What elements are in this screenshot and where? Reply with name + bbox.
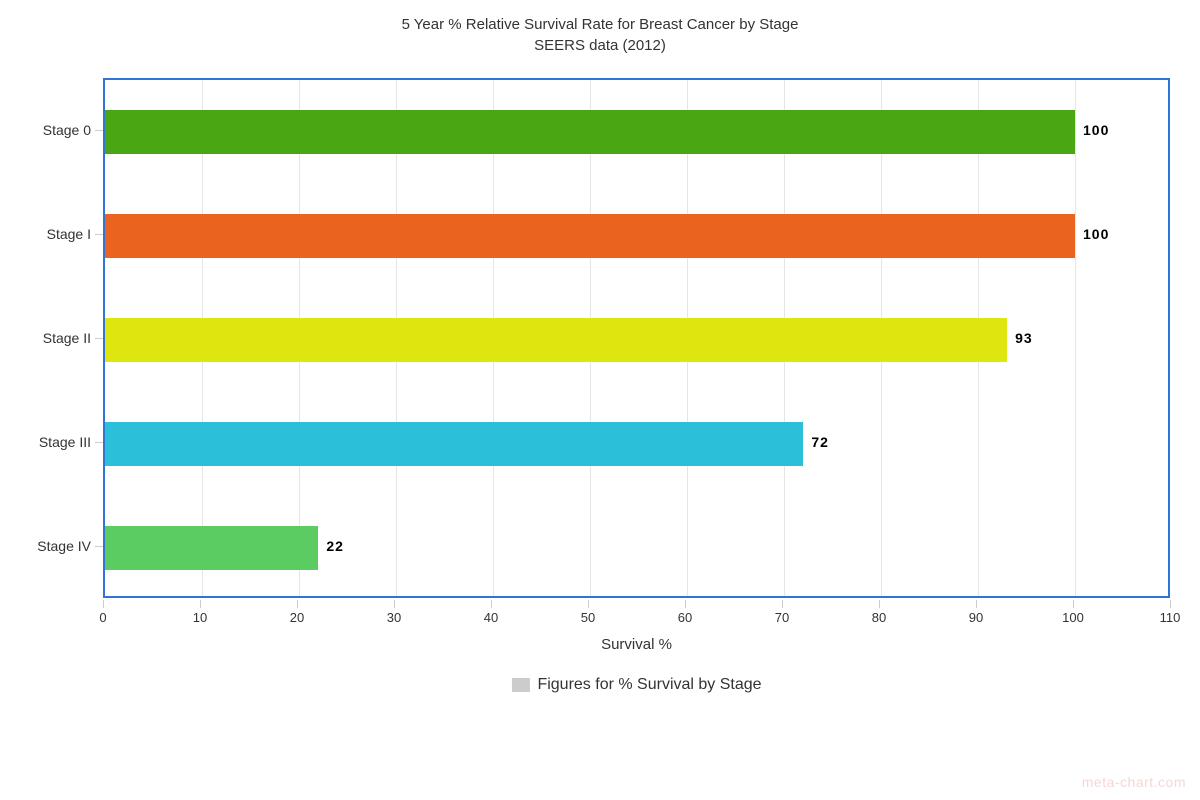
chart-title-line1: 5 Year % Relative Survival Rate for Brea… bbox=[0, 14, 1200, 35]
x-tick-mark bbox=[1170, 600, 1171, 608]
x-tick-label: 20 bbox=[290, 610, 304, 625]
legend-label: Figures for % Survival by Stage bbox=[537, 676, 761, 694]
x-tick-mark bbox=[103, 600, 104, 608]
x-tick-mark bbox=[491, 600, 492, 608]
x-tick-label: 30 bbox=[387, 610, 401, 625]
bar bbox=[105, 214, 1075, 258]
x-tick-mark bbox=[297, 600, 298, 608]
y-tick-mark bbox=[95, 442, 103, 443]
x-tick-label: 50 bbox=[581, 610, 595, 625]
y-tick-label: Stage IV bbox=[37, 538, 91, 554]
watermark: meta-chart.com bbox=[1082, 774, 1186, 790]
x-tick-mark bbox=[1073, 600, 1074, 608]
y-tick-label: Stage 0 bbox=[43, 122, 91, 138]
bar bbox=[105, 526, 318, 570]
y-tick-mark bbox=[95, 546, 103, 547]
x-tick-mark bbox=[685, 600, 686, 608]
chart-titles: 5 Year % Relative Survival Rate for Brea… bbox=[0, 0, 1200, 56]
plot-area bbox=[103, 78, 1170, 598]
x-tick-mark bbox=[394, 600, 395, 608]
bar bbox=[105, 422, 803, 466]
bar-value-label: 22 bbox=[326, 538, 344, 554]
y-tick-mark bbox=[95, 234, 103, 235]
x-tick-label: 70 bbox=[775, 610, 789, 625]
bar-value-label: 93 bbox=[1015, 330, 1033, 346]
bar-value-label: 100 bbox=[1083, 226, 1109, 242]
x-tick-mark bbox=[976, 600, 977, 608]
bar bbox=[105, 318, 1007, 362]
x-tick-label: 60 bbox=[678, 610, 692, 625]
y-tick-mark bbox=[95, 130, 103, 131]
x-tick-mark bbox=[879, 600, 880, 608]
legend: Figures for % Survival by Stage bbox=[511, 676, 761, 694]
chart-container: 5 Year % Relative Survival Rate for Brea… bbox=[0, 0, 1200, 800]
gridline bbox=[1075, 80, 1076, 596]
x-tick-label: 40 bbox=[484, 610, 498, 625]
y-tick-label: Stage III bbox=[39, 434, 91, 450]
y-tick-label: Stage II bbox=[43, 330, 91, 346]
x-axis-title: Survival % bbox=[601, 636, 672, 653]
x-tick-mark bbox=[588, 600, 589, 608]
bar bbox=[105, 110, 1075, 154]
x-tick-label: 110 bbox=[1160, 610, 1181, 625]
x-tick-mark bbox=[200, 600, 201, 608]
x-tick-label: 10 bbox=[193, 610, 207, 625]
x-tick-mark bbox=[782, 600, 783, 608]
legend-swatch bbox=[511, 678, 529, 692]
y-tick-label: Stage I bbox=[47, 226, 91, 242]
x-tick-label: 80 bbox=[872, 610, 886, 625]
bar-value-label: 72 bbox=[811, 434, 829, 450]
y-tick-mark bbox=[95, 338, 103, 339]
x-tick-label: 0 bbox=[99, 610, 106, 625]
x-tick-label: 90 bbox=[969, 610, 983, 625]
bar-value-label: 100 bbox=[1083, 122, 1109, 138]
chart-title-line2: SEERS data (2012) bbox=[0, 35, 1200, 56]
x-tick-label: 100 bbox=[1062, 610, 1084, 625]
